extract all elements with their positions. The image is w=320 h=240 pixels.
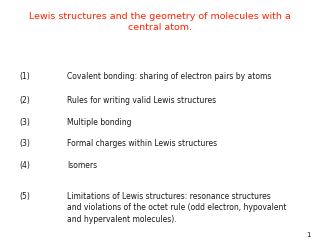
Text: (3): (3) (19, 139, 30, 148)
Text: Multiple bonding: Multiple bonding (67, 118, 132, 127)
Text: (1): (1) (19, 72, 30, 81)
Text: Isomers: Isomers (67, 161, 97, 170)
Text: Rules for writing valid Lewis structures: Rules for writing valid Lewis structures (67, 96, 216, 105)
Text: Limitations of Lewis structures: resonance structures
and violations of the octe: Limitations of Lewis structures: resonan… (67, 192, 287, 224)
Text: Covalent bonding: sharing of electron pairs by atoms: Covalent bonding: sharing of electron pa… (67, 72, 272, 81)
Text: (2): (2) (19, 96, 30, 105)
Text: (4): (4) (19, 161, 30, 170)
Text: Formal charges within Lewis structures: Formal charges within Lewis structures (67, 139, 217, 148)
Text: 1: 1 (306, 232, 310, 238)
Text: (5): (5) (19, 192, 30, 201)
Text: Lewis structures and the geometry of molecules with a
central atom.: Lewis structures and the geometry of mol… (29, 12, 291, 32)
Text: (3): (3) (19, 118, 30, 127)
